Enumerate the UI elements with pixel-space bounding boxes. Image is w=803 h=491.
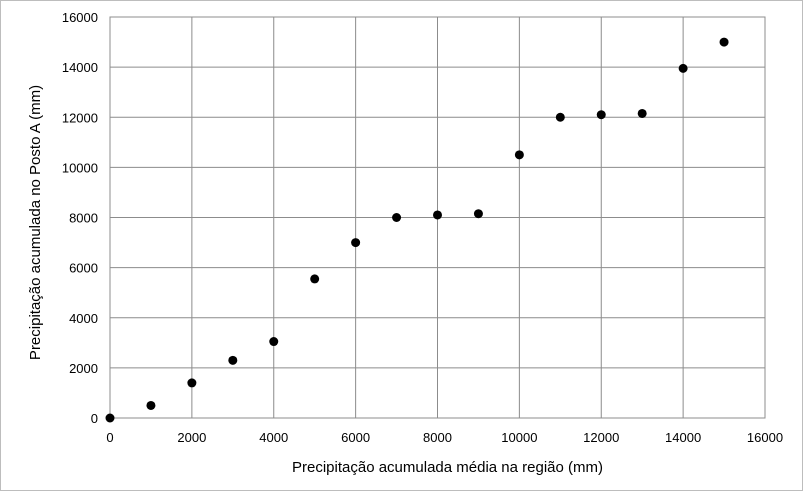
x-tick-label: 10000 <box>501 430 537 445</box>
data-point <box>351 238 361 248</box>
data-point <box>433 210 442 220</box>
y-tick-label: 10000 <box>62 160 98 175</box>
data-point <box>555 112 565 122</box>
y-tick-label: 16000 <box>62 10 98 25</box>
x-tick-label: 8000 <box>423 430 452 445</box>
x-tick-label: 6000 <box>341 430 370 445</box>
data-points <box>105 37 729 423</box>
data-point <box>596 110 606 120</box>
data-point <box>187 378 197 388</box>
y-tick-label: 8000 <box>69 211 98 226</box>
data-point <box>473 209 483 219</box>
y-axis-title: Precipitação acumulada no Posto A (mm) <box>27 85 44 360</box>
y-axis-ticks: 0 2000 4000 6000 8000 10000 12000 14000 16000 <box>62 10 98 426</box>
y-tick-label: 0 <box>91 411 98 426</box>
data-point <box>678 63 688 73</box>
x-tick-label: 0 <box>106 430 113 445</box>
x-tick-label: 2000 <box>177 430 206 445</box>
y-tick-label: 6000 <box>69 261 98 276</box>
data-point <box>269 337 279 347</box>
x-tick-label: 12000 <box>583 430 619 445</box>
plot-area <box>109 16 766 419</box>
data-point <box>310 274 320 284</box>
y-tick-label: 2000 <box>69 361 98 376</box>
x-tick-label: 14000 <box>665 430 701 445</box>
data-point <box>146 400 156 410</box>
x-tick-label: 16000 <box>747 430 783 445</box>
y-tick-label: 14000 <box>62 60 98 75</box>
data-point <box>637 108 647 118</box>
y-tick-label: 12000 <box>62 110 98 125</box>
data-point <box>392 213 402 222</box>
data-point <box>105 413 115 423</box>
y-tick-label: 4000 <box>69 311 98 326</box>
x-axis-ticks: 0 2000 4000 6000 8000 10000 12000 14000 16000 <box>106 430 783 445</box>
x-tick-label: 4000 <box>259 430 288 445</box>
data-point <box>514 150 524 160</box>
x-axis-title: Precipitação acumulada média na região (… <box>292 459 603 476</box>
data-point <box>228 355 238 365</box>
data-point <box>719 37 729 47</box>
